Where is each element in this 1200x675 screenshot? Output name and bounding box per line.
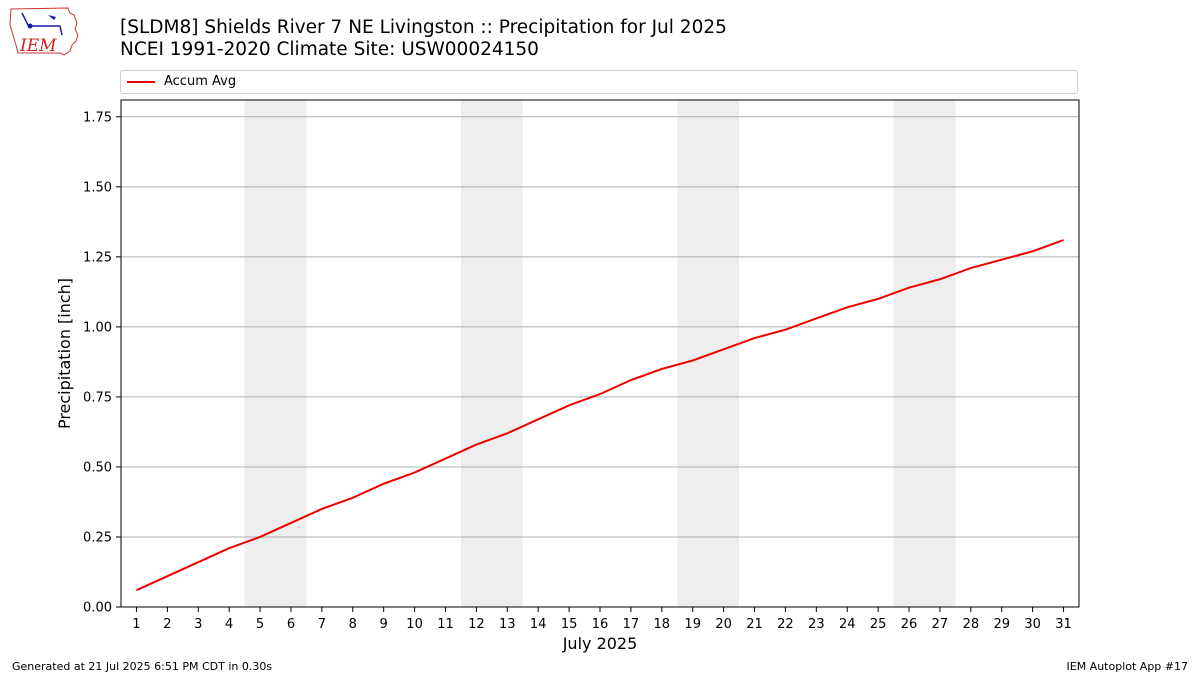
x-tick-label: 21 xyxy=(746,617,763,632)
series-line-accum-avg xyxy=(136,239,1064,592)
x-tick-label: 18 xyxy=(654,617,671,632)
legend-label-accum-avg: Accum Avg xyxy=(164,74,237,89)
x-tick-label: 6 xyxy=(287,617,295,632)
y-axis-ticks: 0.00 0.25 0.50 0.75 1.00 1.25 1.50 1.75 xyxy=(83,110,121,616)
x-tick-label: 22 xyxy=(777,617,794,632)
x-tick-label: 23 xyxy=(808,617,825,632)
x-tick-label: 24 xyxy=(839,617,856,632)
weekend-band-1 xyxy=(244,100,307,607)
y-tick-label: 0.75 xyxy=(83,390,112,405)
y-tick-label: 1.25 xyxy=(83,250,112,265)
x-tick-label: 2 xyxy=(163,617,171,632)
x-tick-label: 30 xyxy=(1024,617,1041,632)
x-tick-label: 3 xyxy=(194,617,202,632)
y-tick-label: 1.00 xyxy=(83,320,112,335)
x-tick-label: 10 xyxy=(406,617,423,632)
x-tick-label: 20 xyxy=(715,617,732,632)
x-tick-label: 17 xyxy=(623,617,640,632)
x-tick-label: 1 xyxy=(132,617,140,632)
x-tick-label: 5 xyxy=(256,617,264,632)
series-layer xyxy=(136,239,1064,592)
footer-app-id: IEM Autoplot App #17 xyxy=(1066,660,1189,673)
legend: Accum Avg xyxy=(120,70,1078,94)
y-axis-label: Precipitation [inch] xyxy=(55,278,74,429)
x-tick-label: 7 xyxy=(318,617,326,632)
weekend-band-2 xyxy=(460,100,523,607)
x-tick-label: 14 xyxy=(530,617,547,632)
weekend-bands xyxy=(244,100,956,607)
footer-generated: Generated at 21 Jul 2025 6:51 PM CDT in … xyxy=(12,660,273,673)
x-tick-label: 31 xyxy=(1055,617,1072,632)
weekend-band-3 xyxy=(677,100,740,607)
chart-title-block: [SLDM8] Shields River 7 NE Livingston ::… xyxy=(120,17,727,61)
y-tick-label: 0.50 xyxy=(83,460,112,475)
x-tick-label: 19 xyxy=(684,617,701,632)
x-tick-label: 28 xyxy=(963,617,980,632)
iem-logo-icon: IEM xyxy=(9,7,79,56)
x-tick-label: 13 xyxy=(499,617,516,632)
x-axis-ticks: 1 2 3 4 5 6 7 8 9 10 11 12 13 14 15 16 17 18 19 20 21 22 23 24 2… xyxy=(132,607,1072,632)
x-tick-label: 29 xyxy=(993,617,1010,632)
legend-swatch-accum-avg xyxy=(127,81,155,83)
x-tick-label: 26 xyxy=(901,617,918,632)
x-tick-label: 27 xyxy=(932,617,949,632)
chart-title: [SLDM8] Shields River 7 NE Livingston ::… xyxy=(120,17,727,38)
y-tick-label: 0.25 xyxy=(83,530,112,545)
x-tick-label: 12 xyxy=(468,617,485,632)
y-tick-label: 1.50 xyxy=(83,180,112,195)
y-tick-label: 0.00 xyxy=(83,601,112,616)
x-tick-label: 4 xyxy=(225,617,233,632)
chart-subtitle: NCEI 1991-2020 Climate Site: USW00024150 xyxy=(120,39,539,60)
weekend-band-4 xyxy=(893,100,956,607)
x-axis-label: July 2025 xyxy=(562,634,638,653)
x-tick-label: 16 xyxy=(592,617,609,632)
x-tick-label: 25 xyxy=(870,617,887,632)
iem-logo-text: IEM xyxy=(19,36,57,56)
x-tick-label: 15 xyxy=(561,617,578,632)
x-tick-label: 8 xyxy=(349,617,357,632)
x-tick-label: 11 xyxy=(437,617,454,632)
y-tick-label: 1.75 xyxy=(83,110,112,125)
x-tick-label: 9 xyxy=(380,617,388,632)
